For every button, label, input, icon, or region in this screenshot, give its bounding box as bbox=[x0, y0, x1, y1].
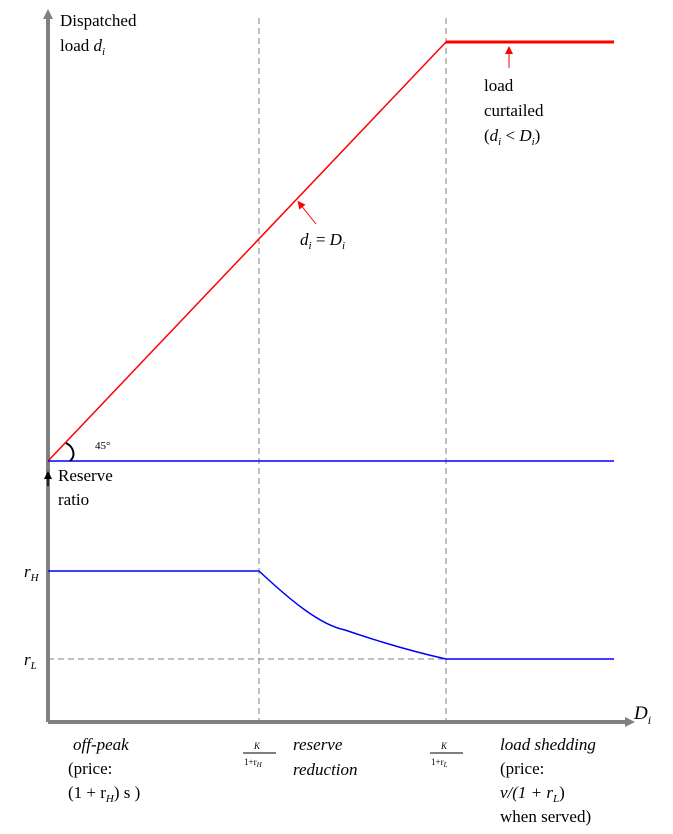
angle-arc bbox=[65, 442, 75, 462]
reserve-label-line2: ratio bbox=[58, 490, 89, 509]
region-shedding-formula: v/(1 + rL) bbox=[500, 783, 565, 805]
curtail-label-line2: curtailed bbox=[484, 101, 544, 120]
region-shedding-note: when served) bbox=[500, 807, 591, 826]
angle-label: 45° bbox=[95, 440, 110, 452]
region-shedding-price: (price: bbox=[500, 759, 544, 778]
rH-label: rH bbox=[24, 562, 40, 584]
reserve-label-line1: Reserve bbox=[58, 466, 113, 485]
reserve-ratio-curve bbox=[48, 570, 614, 660]
region-offpeak-formula: (1 + rH) s ) bbox=[68, 783, 140, 805]
region-offpeak-title: off-peak bbox=[73, 735, 129, 754]
region-offpeak-price: (price: bbox=[68, 759, 112, 778]
rL-label: rL bbox=[24, 650, 37, 672]
x-axis-label: Di bbox=[633, 703, 651, 727]
tick1-denominator: 1+rH bbox=[244, 757, 263, 769]
curtail-label-line3: (di < Di) bbox=[484, 126, 540, 148]
region-reserve-line2: reduction bbox=[293, 760, 358, 779]
tick-k-over-1-plus-rH: K 1+rH bbox=[243, 741, 276, 769]
y-axis-label-line2: load di bbox=[60, 36, 105, 58]
tick1-numerator: K bbox=[253, 741, 261, 751]
y-axis-label-line1: Dispatched bbox=[60, 11, 137, 30]
tick2-numerator: K bbox=[440, 741, 448, 751]
curtail-label-line1: load bbox=[484, 76, 514, 95]
region-reserve-line1: reserve bbox=[293, 735, 343, 754]
region-shedding-title: load shedding bbox=[500, 735, 596, 754]
dispatched-load-diagonal bbox=[47, 41, 447, 462]
diagonal-annotation-arrow bbox=[297, 200, 317, 225]
tick-k-over-1-plus-rL: K 1+rL bbox=[430, 741, 463, 769]
diagonal-label: di = Di bbox=[300, 230, 345, 252]
tick2-denominator: 1+rL bbox=[431, 757, 448, 769]
